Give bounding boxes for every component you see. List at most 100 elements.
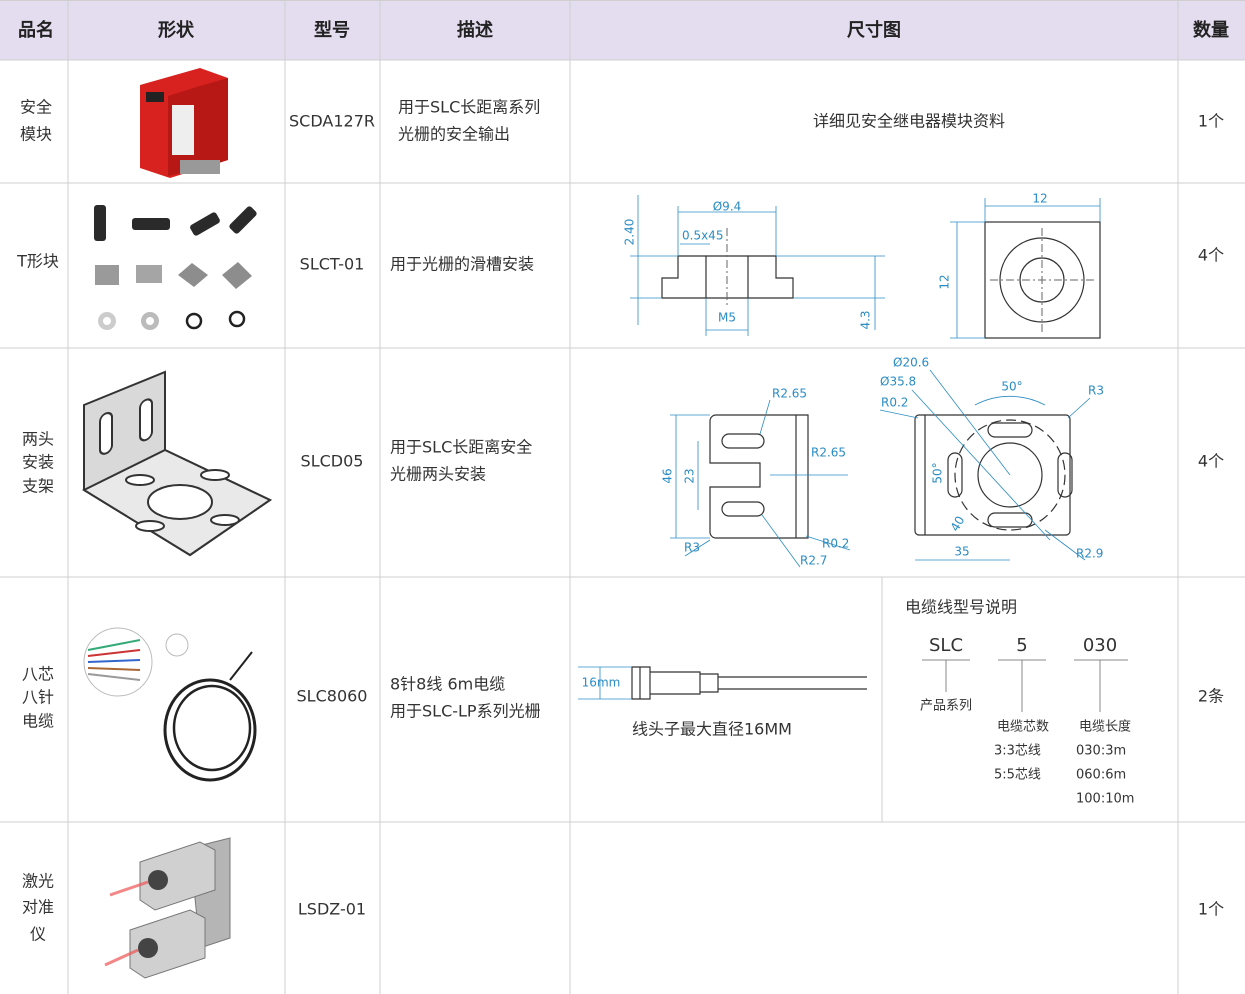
row-safety-module-text: 详细见安全继电器模块资料 <box>813 112 1005 131</box>
bracket-photo <box>81 370 272 557</box>
row-cable-text: SLC8060 <box>297 687 368 706</box>
bracket-drawing-text: 46 <box>661 468 675 483</box>
bracket-drawing-line <box>805 535 851 551</box>
row-t-block-text: T形块 <box>16 252 59 271</box>
row-bracket-text: 两头 <box>22 430 54 449</box>
header-row-rect <box>0 0 1245 60</box>
t-block-drawing-text: 12 <box>1032 192 1047 206</box>
t-block-photo-rect <box>136 265 162 283</box>
row-safety-module-text: 模块 <box>20 125 52 144</box>
bracket-drawing-text: 50° <box>931 462 945 483</box>
bracket-drawing-text: R2.65 <box>772 387 807 401</box>
cable-code-text: 电缆线型号说明 <box>905 598 1017 617</box>
bracket-drawing-text: R3 <box>684 541 700 555</box>
row-bracket-text: 安装 <box>22 453 54 472</box>
bracket-drawing-rect <box>1057 452 1073 498</box>
t-block-photo-polygon <box>222 262 252 289</box>
bracket-drawing-text: R2.9 <box>1076 547 1103 561</box>
bracket-drawing-text: R0.2 <box>822 537 849 551</box>
bracket-drawing-line <box>1067 397 1091 419</box>
header-row-text: 型号 <box>314 19 350 41</box>
t-block-photo-rect <box>190 212 220 236</box>
cable-code: 电缆线型号说明 SLC 5 030 产品系列 电缆芯数 3:3芯线 5:5芯线 … <box>905 598 1134 807</box>
bracket-drawing-rect <box>914 414 1071 536</box>
bracket-drawing-rect <box>721 501 765 517</box>
row-safety-module-text: SCDA127R <box>289 112 375 131</box>
bracket-drawing-text: R3 <box>1088 384 1104 398</box>
bracket-drawing-text: 40 <box>948 514 968 534</box>
bracket-photo-rect <box>139 398 153 442</box>
t-block-photo-polygon <box>178 263 208 287</box>
bracket-drawing-line <box>879 409 919 419</box>
header-row-text: 尺寸图 <box>847 19 901 41</box>
row-safety-module: 安全 模块 SCDA127R 用于SLC长距离系列 光栅的安全输出 详细见安全继… <box>20 98 1224 144</box>
bracket-drawing-line <box>761 514 801 568</box>
t-block-drawing-text: 0.5x45 <box>682 229 723 243</box>
cable-photo-line <box>87 659 141 663</box>
row-cable-text: 8针8线 6m电缆 <box>390 675 505 694</box>
bracket-drawing-text: 23 <box>683 468 697 483</box>
cable-photo-line <box>87 667 141 671</box>
row-laser-aligner-text: 仪 <box>30 925 46 944</box>
cable-drawing-text: 16mm <box>582 676 621 690</box>
relay-photo-rect <box>172 105 194 155</box>
row-cable-text: 2条 <box>1198 687 1224 706</box>
row-laser-aligner-text: 1个 <box>1198 900 1224 919</box>
row-safety-module-text: 安全 <box>20 98 52 117</box>
laser-photo-polygon <box>139 841 216 911</box>
t-block-drawing-polygon <box>661 255 707 299</box>
bracket-drawing-line <box>684 539 711 557</box>
t-block-photo-circle <box>146 317 154 325</box>
bracket-drawing-path <box>709 414 809 539</box>
row-bracket-text: 4个 <box>1198 452 1224 471</box>
cable-code-text: 电缆芯数 <box>997 719 1049 735</box>
bracket-drawing-text: Ø20.6 <box>893 356 929 370</box>
row-cable-text: 电缆 <box>22 712 54 731</box>
bracket-drawing-circle <box>954 419 1066 531</box>
cable-photo-line <box>229 651 253 681</box>
row-cable-text: 八芯 <box>22 665 54 684</box>
t-block-drawing-text: 12 <box>938 274 952 289</box>
row-bracket-text: SLCD05 <box>301 452 364 471</box>
header-row-text: 描述 <box>457 19 493 41</box>
header-row: 品名 形状 型号 描述 尺寸图 数量 <box>0 0 1245 60</box>
row-t-block-text: SLCT-01 <box>300 255 365 274</box>
row-safety-module-text: 光栅的安全输出 <box>398 125 510 144</box>
cable-code-text: 产品系列 <box>920 699 972 714</box>
bracket-drawing-rect <box>721 433 765 449</box>
row-bracket: 两头 安装 支架 SLCD05 用于SLC长距离安全 光栅两头安装 4个 <box>22 430 1224 496</box>
t-block-drawing-circle <box>1019 257 1065 303</box>
bracket-drawing-text: 50° <box>1001 380 1022 394</box>
cable-photo-ellipse <box>172 684 252 772</box>
bracket-drawing-line <box>1044 529 1086 561</box>
row-laser-aligner: 激光 对准 仪 LSDZ-01 1个 <box>22 872 1224 944</box>
bracket-drawing-text: Ø35.8 <box>880 375 916 389</box>
cable-drawing-path <box>631 666 867 700</box>
row-laser-aligner-text: LSDZ-01 <box>298 900 366 919</box>
row-bracket-text: 光栅两头安装 <box>390 465 486 484</box>
t-block-photo-rect <box>95 265 119 285</box>
t-block-drawing: Ø9.4 0.5x45 2.40 M5 4.3 12 12 <box>623 192 1101 339</box>
cable-code-text: 030:3m <box>1076 744 1126 759</box>
bracket-drawing-rect <box>947 452 963 498</box>
cable-drawing: 16mm <box>578 666 867 700</box>
laser-photo <box>104 837 231 979</box>
laser-photo-line <box>109 880 149 897</box>
header-row-text: 形状 <box>158 19 195 41</box>
bracket-drawing-text: R2.65 <box>811 446 846 460</box>
cable-photo-line <box>87 649 141 657</box>
cable-code-text: 030 <box>1083 635 1117 656</box>
t-block-drawing-text: M5 <box>718 311 736 325</box>
bracket-photo-ellipse <box>125 474 155 486</box>
cable-code-text: 060:6m <box>1076 768 1126 783</box>
t-block-drawing-text: 2.40 <box>623 219 637 246</box>
row-laser-aligner-text: 激光 <box>22 872 54 891</box>
cable-code-text: 5 <box>1016 635 1027 656</box>
t-block-drawing-rect <box>984 221 1101 339</box>
cable-code-text: 3:3芯线 <box>994 744 1041 759</box>
t-block-drawing-polygon <box>747 255 794 299</box>
bracket-drawing-text: R2.7 <box>800 554 827 568</box>
bracket-photo-rect <box>99 411 113 455</box>
cable-code-text: SLC <box>929 635 963 656</box>
bracket-drawing: R2.65 R2.65 46 23 R3 R0.2 R2.7 Ø20.6 Ø35… <box>661 356 1104 568</box>
